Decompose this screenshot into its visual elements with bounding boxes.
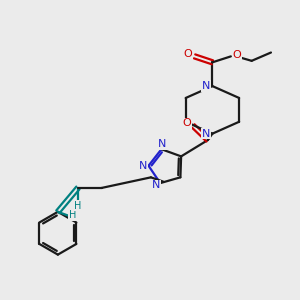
Text: N: N — [158, 139, 166, 149]
Text: N: N — [202, 129, 210, 139]
Text: O: O — [232, 50, 241, 60]
Text: O: O — [184, 49, 192, 59]
Text: N: N — [202, 81, 210, 91]
Text: H: H — [69, 210, 76, 220]
Text: N: N — [139, 161, 148, 171]
Text: N: N — [152, 181, 160, 190]
Text: O: O — [182, 118, 191, 128]
Text: H: H — [74, 201, 82, 211]
